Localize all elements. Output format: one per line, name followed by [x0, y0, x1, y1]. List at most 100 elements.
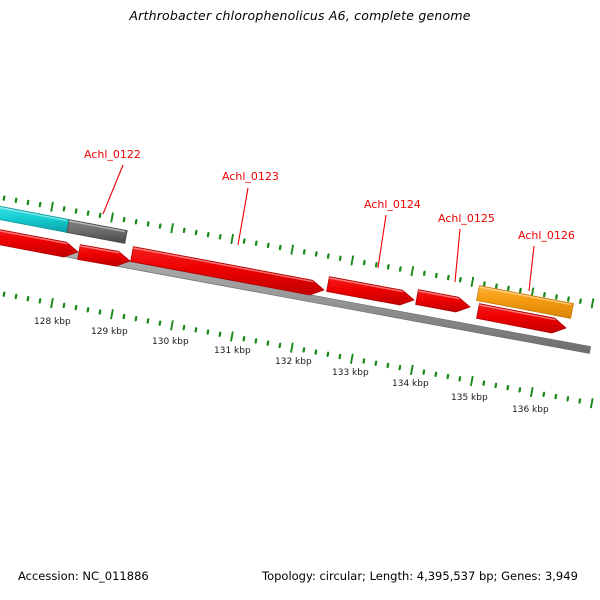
leader-line-achl_0123 [237, 187, 249, 246]
scale-tick-minor [422, 369, 426, 375]
scale-tick-major [589, 398, 594, 409]
scale-tick-major [50, 201, 54, 212]
gene-label-achl_0122[interactable]: Achl_0122 [84, 148, 141, 161]
scale-tick-minor [386, 362, 390, 369]
scale-tick-minor [362, 259, 366, 266]
scale-tick-minor [567, 296, 570, 302]
scale-tick-minor [314, 251, 318, 257]
scale-tick-major [230, 233, 235, 245]
scale-tick-minor [554, 393, 558, 400]
scale-tick-minor [422, 270, 426, 277]
scale-label-133-kbp: 133 kbp [332, 368, 369, 378]
scale-tick-major [170, 223, 174, 234]
scale-tick-major [410, 266, 415, 277]
scale-tick-minor [578, 398, 582, 404]
scale-tick-minor [38, 298, 42, 304]
scale-tick-minor [122, 313, 126, 320]
scale-tick-major [529, 387, 534, 398]
scale-tick-minor [134, 315, 138, 322]
accession-text: Accession: NC_011886 [18, 569, 149, 583]
scale-tick-minor [458, 376, 462, 382]
gene-label-achl_0124[interactable]: Achl_0124 [364, 198, 421, 211]
gene-achl-0122-highlight [79, 245, 120, 254]
feature-gray-bar-highlight [68, 220, 126, 233]
scale-tick-minor [158, 320, 162, 326]
scale-tick-minor [62, 302, 66, 309]
scale-tick-minor [74, 304, 78, 311]
scale-tick-major [50, 298, 54, 309]
scale-tick-minor [74, 208, 78, 214]
feature-gray-bar[interactable] [66, 219, 128, 244]
scale-tick-minor [386, 264, 390, 270]
gene-labels[interactable]: Achl_0122 Achl_0123 Achl_0124 Achl_0125 Achl… [84, 148, 575, 242]
gene-achl-0125[interactable] [415, 289, 471, 313]
scale-tick-minor [482, 281, 486, 287]
scale-tick-major [110, 212, 114, 223]
scale-label-128-kbp: 128 kbp [34, 317, 71, 327]
scale-tick-minor [218, 234, 222, 240]
leader-line-achl_0124 [377, 214, 387, 269]
scale-tick-minor [446, 274, 450, 281]
gene-achl-0123[interactable] [130, 246, 325, 296]
gene-label-achl_0123[interactable]: Achl_0123 [222, 170, 279, 183]
gene-achl-0121[interactable] [0, 228, 79, 258]
scale-tick-major [230, 331, 234, 342]
scale-label-135-kbp: 135 kbp [451, 393, 488, 403]
gene-label-leaders [102, 164, 535, 292]
gene-achl-0126-bar[interactable] [476, 285, 574, 319]
gene-achl-0126-highlight [479, 304, 556, 321]
scale-tick-minor [314, 349, 318, 355]
scale-tick-minor [506, 285, 510, 292]
scale-tick-minor [302, 347, 306, 353]
scale-tick-minor [434, 371, 438, 378]
scale-tick-minor [555, 294, 558, 300]
scale-tick-major [350, 255, 355, 266]
gene-achl-0124-highlight [329, 277, 404, 293]
gene-label-achl_0126[interactable]: Achl_0126 [518, 229, 575, 242]
scale-tick-minor [338, 255, 342, 262]
gene-achl-0122[interactable] [77, 244, 131, 267]
scale-tick-major [470, 276, 475, 287]
scale-tick-minor [579, 298, 582, 304]
gene-achl-0124[interactable] [326, 276, 415, 306]
scale-tick-minor [374, 261, 378, 268]
scale-tick-minor [482, 380, 486, 386]
genome-backbone [0, 237, 592, 354]
scale-tick-minor [194, 327, 198, 333]
scale-tick-minor [398, 364, 402, 371]
scale-tick-minor [206, 329, 210, 335]
scale-tick-minor [566, 396, 570, 402]
leader-line-achl_0126 [528, 245, 535, 292]
scale-tick-major [110, 309, 114, 320]
scale-tick-minor [543, 292, 546, 298]
scale-tick-minor [434, 272, 438, 279]
page-title: Arthrobacter chlorophenolicus A6, comple… [129, 8, 471, 23]
genome-backbone-line [0, 237, 592, 354]
gene-achl-0121-highlight [0, 230, 68, 245]
scale-tick-minor [446, 373, 450, 380]
scale-tick-minor [242, 238, 246, 244]
scale-tick-minor [158, 223, 162, 229]
scale-tick-minor [242, 335, 246, 342]
scale-tick-minor [122, 216, 126, 223]
scale-tick-minor [326, 253, 330, 259]
scale-tick-minor [62, 206, 66, 212]
gene-label-achl_0125[interactable]: Achl_0125 [438, 212, 495, 225]
gene-achl-0126[interactable] [476, 303, 567, 334]
scale-tick-minor [182, 324, 186, 331]
scale-tick-minor [254, 240, 258, 246]
scale-label-136-kbp: 136 kbp [512, 405, 549, 415]
scale-tick-minor [146, 318, 150, 324]
scale-tick-minor [86, 210, 90, 216]
scale-tick-minor [302, 249, 306, 255]
scale-tick-minor [182, 227, 186, 234]
scale-tick-minor [278, 342, 282, 349]
scale-tick-minor [194, 229, 198, 236]
scale-tick-minor [494, 283, 498, 289]
gene-achl-0126-bar-highlight [479, 286, 572, 306]
scale-tick-minor [218, 331, 222, 337]
gene-features[interactable] [0, 205, 574, 334]
gene-achl-0125-highlight [418, 290, 460, 300]
